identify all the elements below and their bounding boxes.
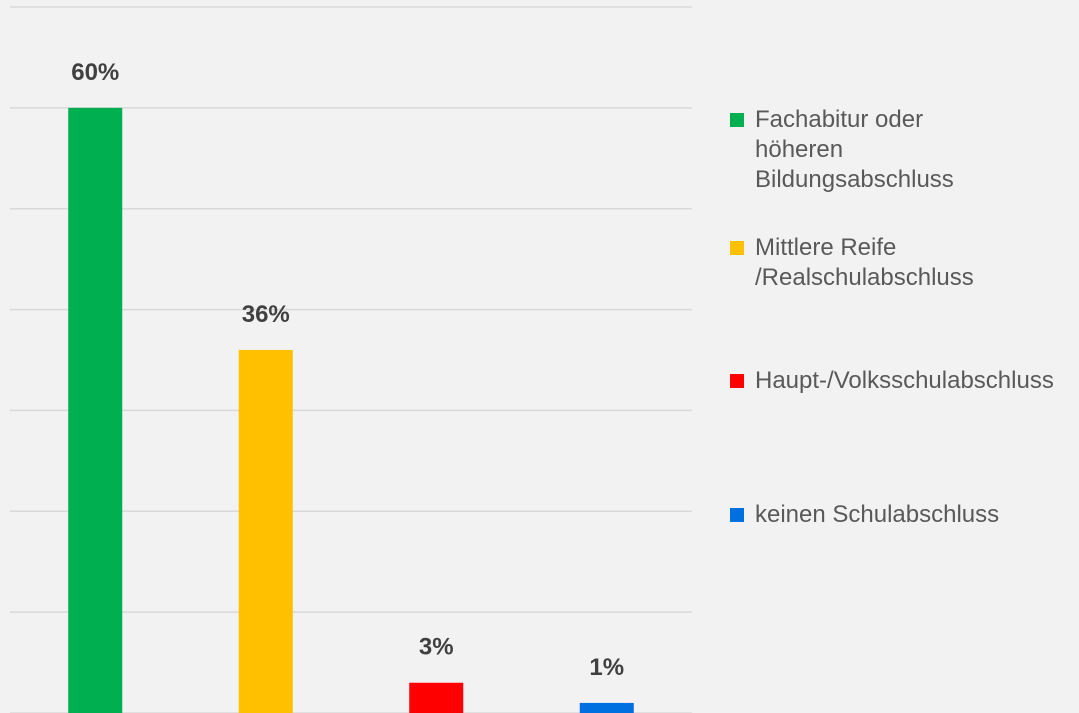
bar (68, 107, 123, 713)
legend-swatch (730, 508, 744, 522)
legend-swatch (730, 113, 744, 127)
data-label: 60% (71, 59, 119, 86)
legend-label: Mittlere Reife /Realschulabschluss (755, 234, 974, 291)
legend-swatch (730, 241, 744, 255)
legend-entry: Fachabitur oder höheren Bildungsabschlus… (730, 105, 970, 195)
legend-entry: keinen Schulabschluss (730, 500, 1000, 530)
legend-label: Haupt-/Volksschulabschluss (755, 367, 1054, 394)
legend-swatch (730, 374, 744, 388)
data-label: 36% (242, 301, 290, 328)
bar (238, 349, 293, 713)
data-label: 1% (589, 654, 624, 681)
legend-label: Fachabitur oder höheren Bildungsabschlus… (755, 106, 954, 193)
data-label: 3% (419, 634, 454, 661)
bar (579, 702, 634, 713)
legend-label: keinen Schulabschluss (755, 501, 1000, 528)
legend-entry: Mittlere Reife /Realschulabschluss (730, 233, 974, 293)
legend-entry: Haupt-/Volksschulabschluss (730, 366, 1054, 396)
bar (409, 682, 464, 713)
